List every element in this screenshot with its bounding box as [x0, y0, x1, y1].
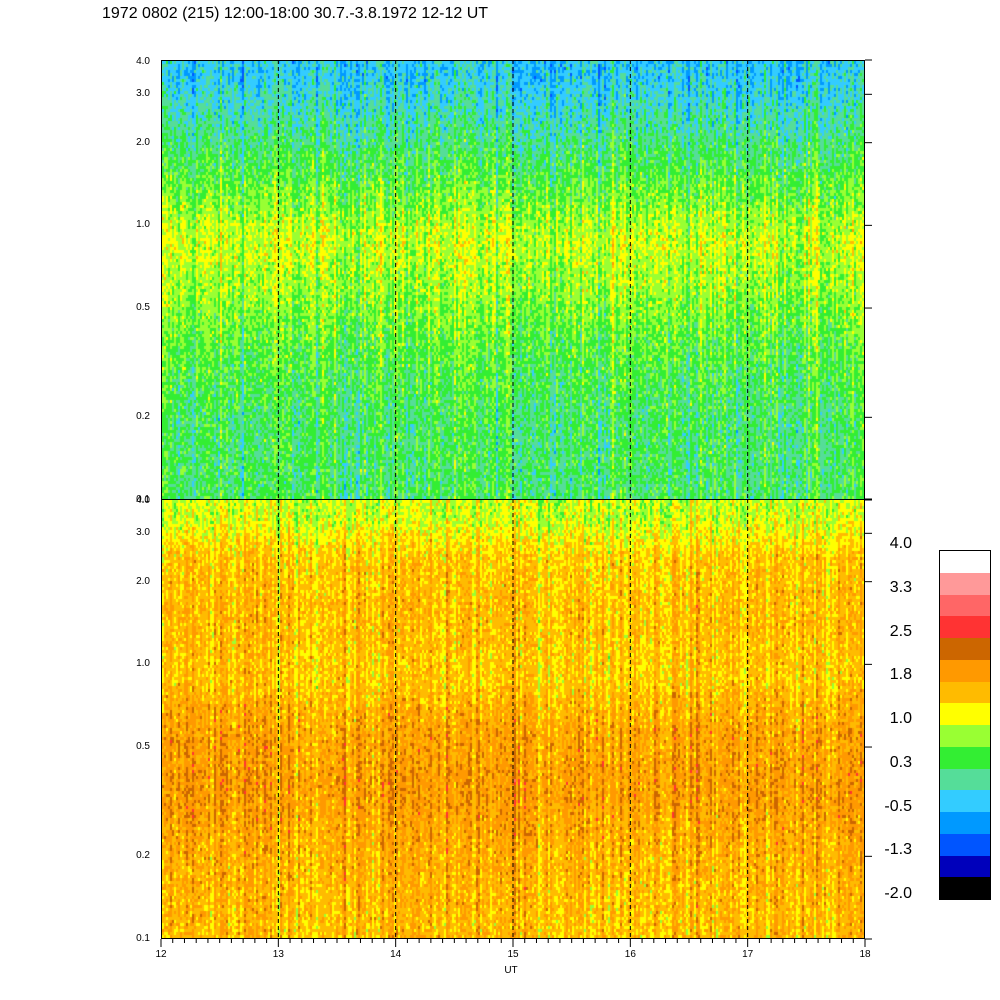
y-tick-label: 0.1	[136, 933, 150, 944]
y-tick-label: 3.0	[136, 88, 150, 100]
y-tick-label: 0.2	[136, 411, 150, 423]
colorbar-tick-label: 1.8	[889, 666, 912, 684]
colorbar-tick-label: 2.5	[889, 622, 912, 640]
colorbar-swatch	[940, 812, 990, 835]
colorbar-tick-label: 3.3	[889, 578, 912, 596]
y-tick-label: 0.1	[136, 494, 150, 505]
x-tick-label: 12	[155, 949, 167, 960]
colorbar-tick-label: 4.0	[889, 535, 912, 552]
colorbar-swatch	[940, 768, 990, 791]
colorbar-swatch	[940, 659, 990, 682]
y-tick-label: 3.0	[136, 527, 150, 539]
y-tick-label: 1.0	[136, 219, 150, 231]
top-spectrogram-panel	[161, 60, 865, 500]
x-tick-label: 17	[742, 949, 754, 960]
top-spectrogram-heatmap	[162, 61, 864, 499]
x-tick-label: 14	[390, 949, 402, 960]
x-tick-label: 18	[859, 949, 871, 960]
colorbar-tick-label: -0.5	[884, 797, 912, 815]
colorbar-tick-label: -2.0	[884, 885, 912, 902]
x-tick-label: 16	[624, 949, 636, 960]
y-tick-label: 4.0	[136, 56, 150, 67]
colorbar-swatch	[940, 638, 990, 661]
x-axis-title: UT	[504, 965, 518, 976]
x-tick-label: 13	[272, 949, 284, 960]
colorbar-swatch	[940, 551, 990, 574]
colorbar-swatch	[940, 833, 990, 856]
y-tick-label: 1.0	[136, 658, 150, 670]
colorbar-swatch	[940, 703, 990, 726]
y-tick-label: 0.5	[136, 741, 150, 753]
y-tick-label: 0.2	[136, 850, 150, 862]
colorbar-swatch	[940, 594, 990, 617]
colorbar	[939, 550, 991, 900]
y-tick-label: 2.0	[136, 575, 150, 587]
y-tick-label: 2.0	[136, 136, 150, 148]
colorbar-swatch	[940, 681, 990, 704]
bottom-spectrogram-panel	[161, 499, 865, 939]
chart-title: 1972 0802 (215) 12:00-18:00 30.7.-3.8.19…	[102, 5, 489, 22]
colorbar-swatch	[940, 877, 990, 900]
colorbar-tick-label: 1.0	[889, 710, 912, 727]
y-tick-label: 4.0	[136, 495, 150, 506]
colorbar-tick-label: 0.3	[889, 753, 912, 771]
colorbar-swatch	[940, 572, 990, 595]
colorbar-swatch	[940, 855, 990, 878]
y-tick-label: 0.5	[136, 302, 150, 314]
colorbar-swatch	[940, 790, 990, 813]
colorbar-tick-label: -1.3	[884, 841, 912, 859]
colorbar-swatch	[940, 725, 990, 748]
bottom-spectrogram-heatmap	[162, 500, 864, 938]
x-tick-label: 15	[507, 949, 519, 960]
colorbar-swatch	[940, 616, 990, 639]
colorbar-swatch	[940, 746, 990, 769]
